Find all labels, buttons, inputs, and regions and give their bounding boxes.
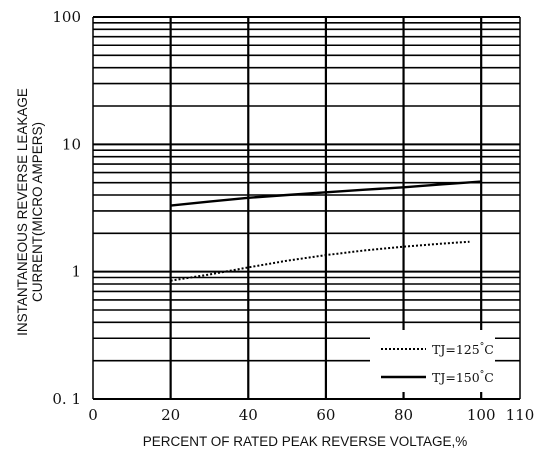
y-axis-label-line1: INSTANTANEOUS REVERSE LEAKAGE: [15, 88, 30, 336]
y-axis-label-line2: CURRENT(MICRO AMPERS): [30, 122, 45, 302]
x-axis-label: PERCENT OF RATED PEAK REVERSE VOLTAGE,%: [143, 434, 468, 449]
axis-tick-labels: 0 20 40 60 80 100 110 100 10 1 0. 1: [52, 8, 534, 424]
series-line: [170, 240, 470, 282]
x-tick-label: 0: [88, 406, 98, 424]
x-tick-label: 20: [161, 406, 180, 424]
y-tick-label: 0. 1: [52, 390, 81, 408]
chart-series: [170, 180, 482, 282]
x-tick-label: 40: [239, 406, 258, 424]
x-tick-label: 100: [467, 406, 496, 424]
series-line: [170, 180, 482, 207]
legend-background: [370, 330, 495, 392]
x-tick-label: 80: [394, 406, 413, 424]
legend-entry-label: TJ=125°C: [432, 342, 494, 357]
x-tick-label: 60: [316, 406, 335, 424]
y-tick-label: 100: [52, 8, 81, 26]
legend-entry-label: TJ=150°C: [432, 370, 494, 385]
y-tick-label: 1: [71, 263, 81, 281]
chart-legend: TJ=125°C TJ=150°C: [370, 330, 495, 392]
y-tick-label: 10: [62, 135, 81, 153]
x-tick-label: 110: [506, 406, 535, 424]
